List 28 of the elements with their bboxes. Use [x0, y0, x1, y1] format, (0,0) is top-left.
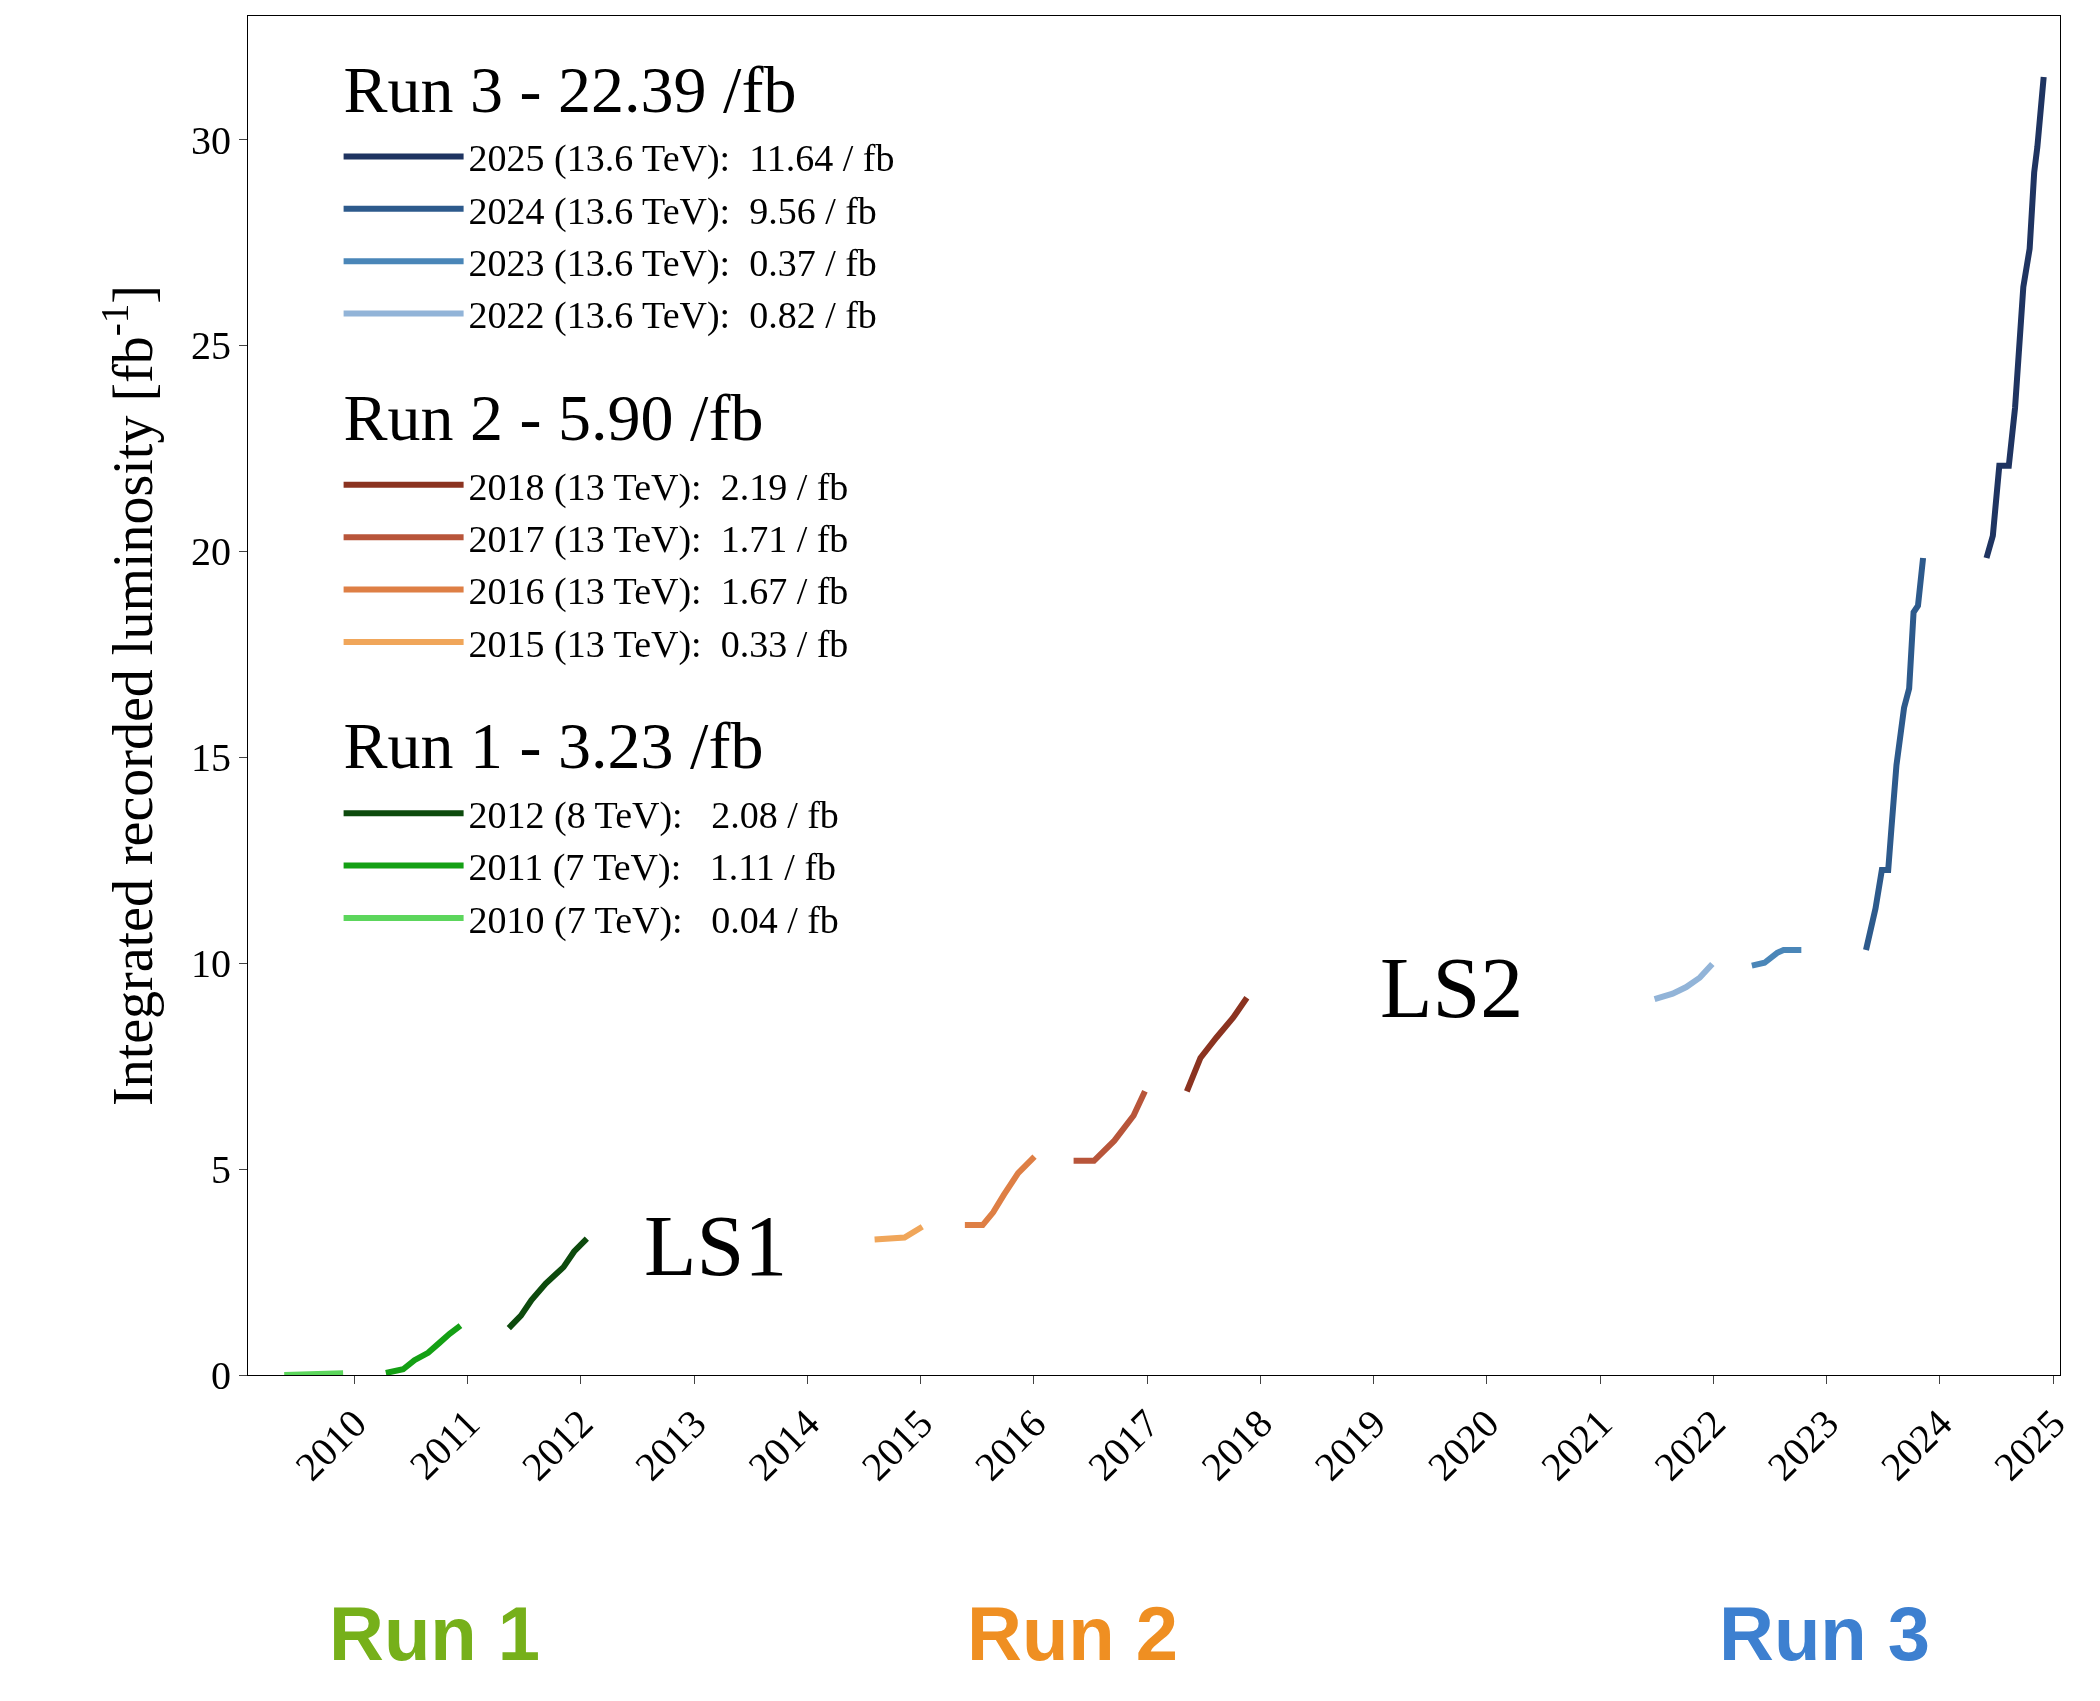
text: Run 2 - 5.90 /fb: [343, 380, 764, 454]
y-tick-label: 30: [191, 117, 231, 163]
text: Run 3 - 22.39 /fb: [343, 52, 797, 126]
x-tick-label: 2021: [1532, 1400, 1621, 1490]
annotation: LS1: [644, 1198, 788, 1294]
legend-label: 2010 (7 TeV): 0.04 / fb: [468, 898, 839, 942]
y-tick-label: 15: [191, 735, 231, 781]
legend-label: 2023 (13.6 TeV): 0.37 / fb: [468, 242, 877, 286]
text: Run 1: [329, 1591, 541, 1676]
y-tick-label: 20: [191, 529, 231, 575]
legend-label: 2024 (13.6 TeV): 9.56 / fb: [468, 189, 877, 233]
text: Run 1 - 3.23 /fb: [343, 709, 764, 783]
legend-label: 2018 (13 TeV): 2.19 / fb: [468, 465, 849, 509]
y-tick-label: 0: [211, 1353, 231, 1398]
y-tick-label: 5: [211, 1147, 231, 1193]
legend-label: 2017 (13 TeV): 1.71 / fb: [468, 518, 849, 562]
legend-label: 2015 (13 TeV): 0.33 / fb: [468, 622, 849, 666]
text: Run 2: [967, 1591, 1179, 1676]
legend-label: 2016 (13 TeV): 1.67 / fb: [468, 570, 849, 614]
y-tick-label: 25: [191, 323, 231, 369]
legend-label: 2025 (13.6 TeV): 11.64 / fb: [468, 137, 895, 181]
annotation: LS2: [1380, 940, 1524, 1036]
legend-label: 2011 (7 TeV): 1.11 / fb: [468, 846, 837, 890]
text: Run 3: [1719, 1591, 1931, 1676]
legend-label: 2012 (8 TeV): 2.08 / fb: [468, 794, 839, 838]
legend-label: 2022 (13.6 TeV): 0.82 / fb: [468, 294, 877, 338]
y-tick-label: 10: [191, 941, 231, 987]
x-tick-label: 2011: [400, 1400, 489, 1489]
